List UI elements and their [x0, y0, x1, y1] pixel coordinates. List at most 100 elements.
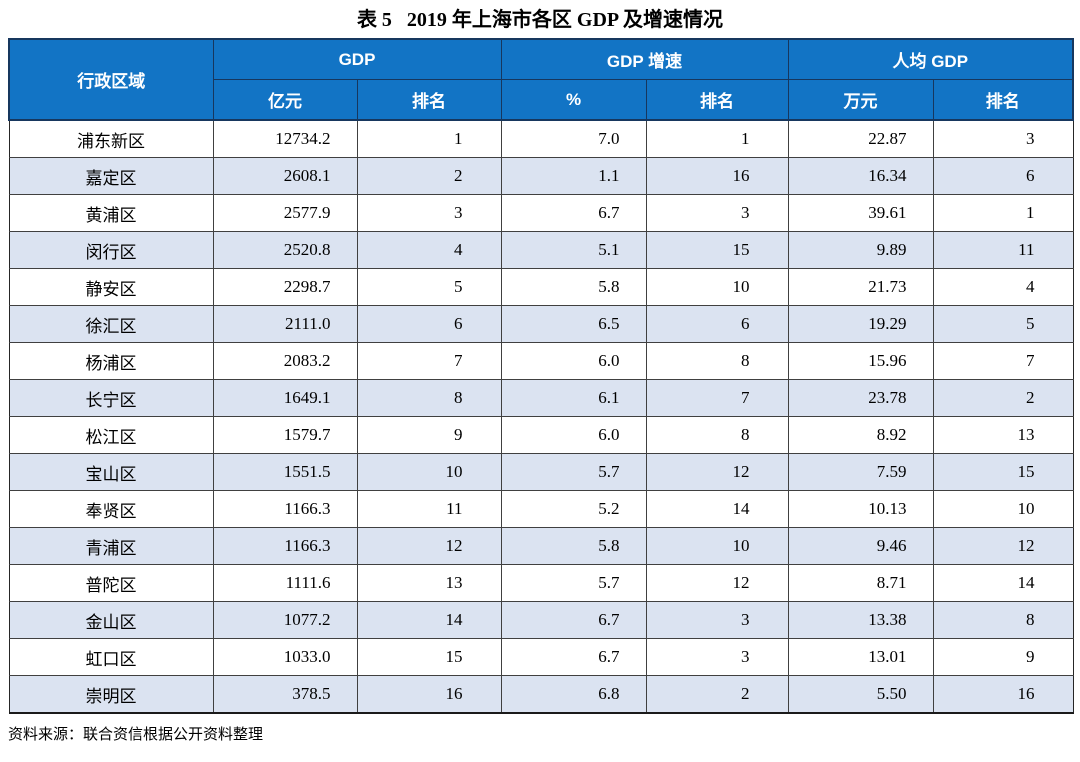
- district-cell: 虹口区: [8, 638, 214, 676]
- per-capita-rank-cell: 16: [932, 675, 1074, 714]
- gdp-rank-cell: 16: [356, 675, 502, 714]
- table-row: 青浦区 1166.3 12 5.8 10 9.46 12: [8, 527, 1074, 565]
- gdp-rank-cell: 2: [356, 157, 502, 195]
- table-row: 浦东新区 12734.2 1 7.0 1 22.87 3: [8, 119, 1074, 158]
- table-row: 嘉定区 2608.1 2 1.1 16 16.34 6: [8, 157, 1074, 195]
- per-capita-value-cell: 9.89: [787, 231, 934, 269]
- col-header-district: 行政区域: [8, 38, 214, 121]
- growth-rank-cell: 10: [645, 268, 789, 306]
- district-cell: 金山区: [8, 601, 214, 639]
- growth-value-cell: 6.7: [500, 638, 647, 676]
- table-row: 徐汇区 2111.0 6 6.5 6 19.29 5: [8, 305, 1074, 343]
- district-cell: 杨浦区: [8, 342, 214, 380]
- per-capita-rank-cell: 11: [932, 231, 1074, 269]
- gdp-value-cell: 1033.0: [212, 638, 358, 676]
- growth-value-cell: 5.8: [500, 268, 647, 306]
- per-capita-value-cell: 7.59: [787, 453, 934, 491]
- col-header-gdp-unit: 亿元: [212, 79, 358, 121]
- col-header-growth-unit: %: [500, 79, 647, 121]
- growth-rank-cell: 1: [645, 119, 789, 158]
- table-row: 松江区 1579.7 9 6.0 8 8.92 13: [8, 416, 1074, 454]
- per-capita-rank-cell: 15: [932, 453, 1074, 491]
- district-cell: 宝山区: [8, 453, 214, 491]
- per-capita-rank-cell: 5: [932, 305, 1074, 343]
- growth-rank-cell: 10: [645, 527, 789, 565]
- district-cell: 奉贤区: [8, 490, 214, 528]
- per-capita-rank-cell: 12: [932, 527, 1074, 565]
- per-capita-rank-cell: 14: [932, 564, 1074, 602]
- growth-value-cell: 1.1: [500, 157, 647, 195]
- per-capita-rank-cell: 4: [932, 268, 1074, 306]
- district-cell: 崇明区: [8, 675, 214, 714]
- gdp-value-cell: 1077.2: [212, 601, 358, 639]
- per-capita-value-cell: 21.73: [787, 268, 934, 306]
- gdp-value-cell: 12734.2: [212, 119, 358, 158]
- gdp-value-cell: 1166.3: [212, 490, 358, 528]
- growth-value-cell: 6.5: [500, 305, 647, 343]
- growth-rank-cell: 15: [645, 231, 789, 269]
- gdp-rank-cell: 3: [356, 194, 502, 232]
- growth-rank-cell: 16: [645, 157, 789, 195]
- gdp-rank-cell: 9: [356, 416, 502, 454]
- col-header-growth-rank: 排名: [645, 79, 789, 121]
- table-body: 浦东新区 12734.2 1 7.0 1 22.87 3 嘉定区 2608.1 2 1.1 16 16.…: [8, 119, 1074, 714]
- growth-value-cell: 5.7: [500, 564, 647, 602]
- source-note: 资料来源：联合资信根据公开资料整理: [8, 727, 264, 743]
- growth-value-cell: 6.7: [500, 194, 647, 232]
- district-cell: 普陀区: [8, 564, 214, 602]
- district-cell: 长宁区: [8, 379, 214, 417]
- growth-rank-cell: 6: [645, 305, 789, 343]
- per-capita-value-cell: 9.46: [787, 527, 934, 565]
- table-row: 杨浦区 2083.2 7 6.0 8 15.96 7: [8, 342, 1074, 380]
- per-capita-value-cell: 8.92: [787, 416, 934, 454]
- gdp-value-cell: 2520.8: [212, 231, 358, 269]
- gdp-value-cell: 2608.1: [212, 157, 358, 195]
- district-cell: 浦东新区: [8, 119, 214, 158]
- per-capita-rank-cell: 2: [932, 379, 1074, 417]
- gdp-rank-cell: 15: [356, 638, 502, 676]
- gdp-value-cell: 1551.5: [212, 453, 358, 491]
- per-capita-rank-cell: 6: [932, 157, 1074, 195]
- district-cell: 黄浦区: [8, 194, 214, 232]
- gdp-rank-cell: 13: [356, 564, 502, 602]
- per-capita-rank-cell: 8: [932, 601, 1074, 639]
- growth-rank-cell: 12: [645, 453, 789, 491]
- table-row: 宝山区 1551.5 10 5.7 12 7.59 15: [8, 453, 1074, 491]
- gdp-value-cell: 2298.7: [212, 268, 358, 306]
- growth-value-cell: 6.0: [500, 342, 647, 380]
- growth-value-cell: 5.7: [500, 453, 647, 491]
- table-row: 静安区 2298.7 5 5.8 10 21.73 4: [8, 268, 1074, 306]
- per-capita-rank-cell: 13: [932, 416, 1074, 454]
- gdp-table: 行政区域 GDP GDP 增速 人均 GDP 亿元 排名 % 排名 万元 排名 …: [8, 38, 1075, 714]
- per-capita-rank-cell: 10: [932, 490, 1074, 528]
- table-row: 奉贤区 1166.3 11 5.2 14 10.13 10: [8, 490, 1074, 528]
- district-cell: 青浦区: [8, 527, 214, 565]
- growth-rank-cell: 3: [645, 638, 789, 676]
- col-group-per-capita-gdp: 人均 GDP: [787, 38, 1075, 80]
- per-capita-rank-cell: 7: [932, 342, 1074, 380]
- col-header-gdp-rank: 排名: [356, 79, 502, 121]
- gdp-value-cell: 1579.7: [212, 416, 358, 454]
- per-capita-value-cell: 22.87: [787, 119, 934, 158]
- gdp-rank-cell: 1: [356, 119, 502, 158]
- table-header: 行政区域 GDP GDP 增速 人均 GDP 亿元 排名 % 排名 万元 排名: [8, 38, 1075, 121]
- table-row: 虹口区 1033.0 15 6.7 3 13.01 9: [8, 638, 1074, 676]
- growth-rank-cell: 12: [645, 564, 789, 602]
- per-capita-value-cell: 13.38: [787, 601, 934, 639]
- col-header-per-capita-unit: 万元: [787, 79, 934, 121]
- per-capita-value-cell: 39.61: [787, 194, 934, 232]
- gdp-value-cell: 1649.1: [212, 379, 358, 417]
- per-capita-value-cell: 13.01: [787, 638, 934, 676]
- col-group-gdp-growth: GDP 增速: [500, 38, 789, 80]
- district-cell: 嘉定区: [8, 157, 214, 195]
- growth-rank-cell: 3: [645, 601, 789, 639]
- per-capita-value-cell: 23.78: [787, 379, 934, 417]
- table-row: 崇明区 378.5 16 6.8 2 5.50 16: [8, 675, 1074, 714]
- per-capita-value-cell: 16.34: [787, 157, 934, 195]
- table-row: 黄浦区 2577.9 3 6.7 3 39.61 1: [8, 194, 1074, 232]
- growth-rank-cell: 8: [645, 342, 789, 380]
- gdp-rank-cell: 14: [356, 601, 502, 639]
- gdp-rank-cell: 11: [356, 490, 502, 528]
- gdp-value-cell: 1166.3: [212, 527, 358, 565]
